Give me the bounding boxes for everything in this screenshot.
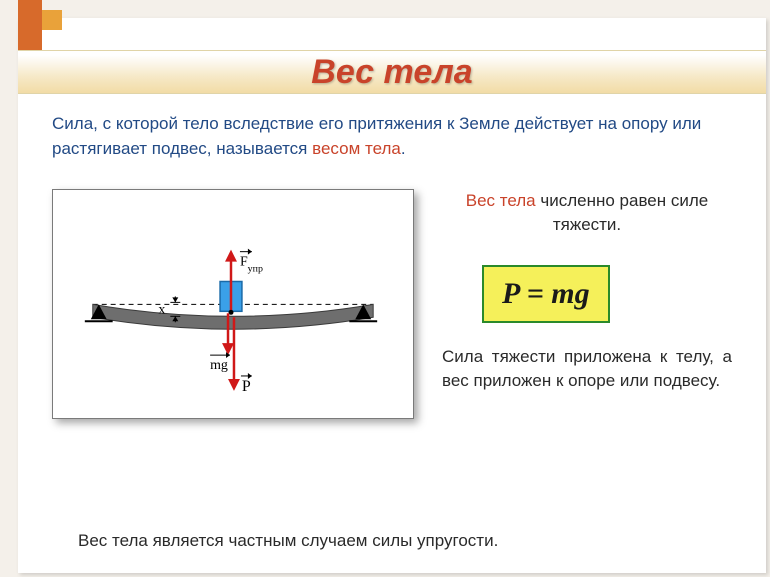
mid-row: x Fупр mg P <box>52 189 732 419</box>
label-fupr: Fупр <box>240 255 263 275</box>
right-column: Вес тела численно равен силе тяжести. P … <box>442 189 732 419</box>
arrow-p-head <box>228 379 240 391</box>
label-x: x <box>158 303 165 318</box>
beam-diagram: x Fупр mg P <box>53 190 413 419</box>
title-bar: Вес тела <box>18 50 766 94</box>
arrow-mg-head <box>222 343 234 355</box>
applied-to-text: Сила тяжести приложена к телу, а вес при… <box>442 345 732 393</box>
accent-rect-orange <box>18 0 42 50</box>
arrow-fupr-head <box>225 250 237 262</box>
definition-post: . <box>401 139 406 158</box>
label-p: P <box>242 378 251 395</box>
body-area: Сила, с которой тело вследствие его прит… <box>18 94 766 573</box>
label-mg: mg <box>210 358 228 373</box>
equal-gravity-pre: Вес тела <box>466 191 536 210</box>
accent-square-gold <box>42 10 62 30</box>
definition-text: Сила, с которой тело вследствие его прит… <box>52 112 732 161</box>
diagram-frame: x Fупр mg P <box>52 189 414 419</box>
formula-box: P = mg <box>482 265 610 323</box>
page-title: Вес тела <box>311 53 472 92</box>
x-arrow-top-head <box>172 298 178 303</box>
bottom-note: Вес тела является частным случаем силы у… <box>78 531 498 551</box>
fupr-vector-bar-head <box>248 249 252 255</box>
equal-gravity-text: Вес тела численно равен силе тяжести. <box>442 189 732 237</box>
definition-highlight: весом тела <box>312 139 401 158</box>
equal-gravity-rest: численно равен силе тяжести. <box>536 191 709 234</box>
